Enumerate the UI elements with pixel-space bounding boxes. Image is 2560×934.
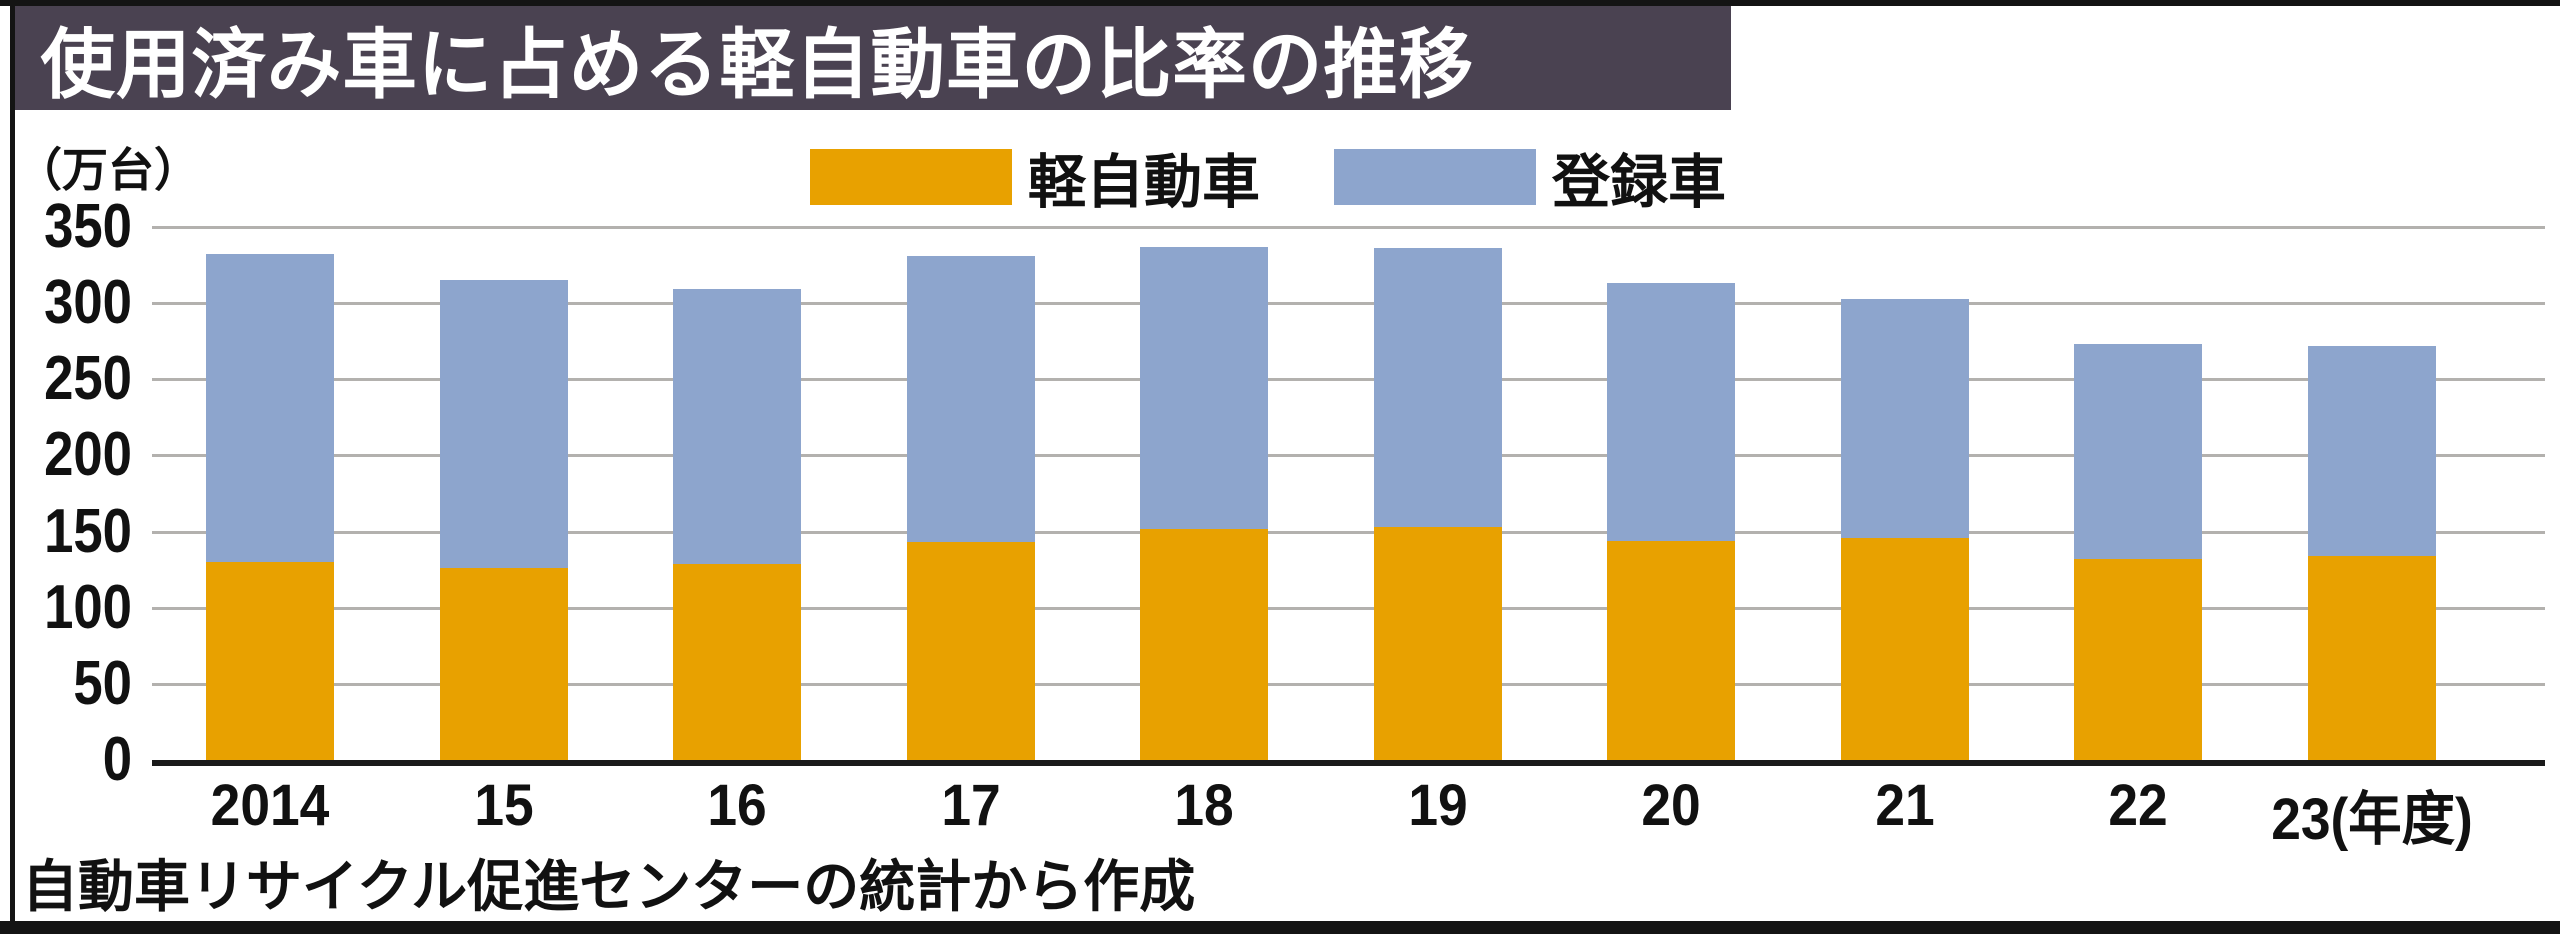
frame-bottom-border [0, 921, 2560, 934]
plot-area [152, 226, 2545, 766]
bar-segment-kei-18 [1140, 528, 1268, 760]
title-bar: 使用済み車に占める軽自動車の比率の推移 [15, 6, 1731, 110]
bar-segment-registered-23 [2307, 345, 2436, 556]
y-tick-label-150: 150 [44, 496, 132, 566]
gridline-350 [152, 226, 2545, 229]
gridline-100 [152, 606, 2545, 610]
source-note: 自動車リサイクル促進センターの統計から作成 [22, 855, 1196, 918]
bar-segment-registered-2014 [206, 254, 334, 563]
bar-16 [673, 289, 801, 760]
y-tick-label-250: 250 [44, 344, 132, 414]
frame-top-border [0, 0, 2560, 6]
x-tick-label-20: 20 [1641, 773, 1701, 838]
x-tick-label-22: 22 [2108, 773, 2168, 838]
x-tick-label-15: 15 [473, 773, 534, 838]
y-tick-label-100: 100 [44, 572, 132, 642]
bar-segment-kei-17 [906, 542, 1035, 760]
gridline-200 [152, 454, 2545, 458]
legend-label-kei: 軽自動車 [1028, 150, 1261, 215]
bar-22 [2074, 344, 2202, 760]
y-tick-label-0: 0 [102, 725, 132, 794]
bar-23 [2307, 345, 2436, 760]
bar-segment-registered-18 [1140, 246, 1268, 529]
gridline-50 [152, 682, 2545, 686]
gridline-150 [152, 530, 2545, 534]
x-tick-label-2014: 2014 [210, 773, 330, 838]
x-tick-label-18: 18 [1174, 773, 1234, 838]
gridline-300 [152, 302, 2545, 306]
bar-segment-kei-21 [1840, 537, 1969, 760]
bar-segment-kei-23 [2307, 555, 2436, 760]
legend-swatch-registered [1334, 149, 1537, 205]
bar-15 [439, 280, 568, 760]
y-tick-label-300: 300 [44, 268, 132, 338]
bar-18 [1140, 246, 1268, 760]
bar-segment-registered-19 [1373, 248, 1502, 528]
x-tick-label-21: 21 [1874, 773, 1935, 838]
bar-segment-registered-22 [2074, 344, 2202, 559]
bar-segment-registered-16 [673, 289, 801, 564]
y-tick-label-50: 50 [73, 648, 132, 718]
bar-segment-kei-22 [2074, 558, 2202, 760]
y-axis-unit-label: （万台） [16, 144, 200, 196]
chart-title: 使用済み車に占める軽自動車の比率の推移 [40, 23, 1475, 108]
bar-19 [1373, 248, 1502, 760]
chart-legend: 軽自動車 登録車 [810, 146, 1726, 215]
legend-label-registered: 登録車 [1552, 150, 1727, 215]
bar-21 [1840, 298, 1969, 760]
gridline-250 [152, 378, 2545, 382]
bar-segment-kei-2014 [206, 562, 334, 760]
x-tick-label-17: 17 [940, 773, 1001, 838]
bar-segment-registered-17 [906, 255, 1035, 543]
bar-17 [906, 255, 1035, 760]
bar-segment-registered-15 [439, 280, 568, 569]
bar-segment-registered-21 [1840, 298, 1969, 538]
frame-left-border [10, 0, 15, 934]
y-tick-label-200: 200 [44, 420, 132, 490]
bar-segment-registered-20 [1607, 283, 1735, 541]
x-tick-label-19: 19 [1407, 773, 1468, 838]
y-tick-label-350: 350 [44, 192, 132, 261]
legend-swatch-kei [810, 149, 1012, 205]
bar-segment-kei-20 [1607, 540, 1735, 760]
bar-20 [1607, 283, 1735, 760]
bar-segment-kei-19 [1373, 527, 1502, 760]
bar-2014 [206, 254, 334, 760]
bar-segment-kei-16 [673, 563, 801, 760]
bar-segment-kei-15 [439, 568, 568, 760]
x-tick-label-23: 23(年度) [2270, 787, 2473, 852]
x-tick-label-16: 16 [707, 773, 767, 838]
